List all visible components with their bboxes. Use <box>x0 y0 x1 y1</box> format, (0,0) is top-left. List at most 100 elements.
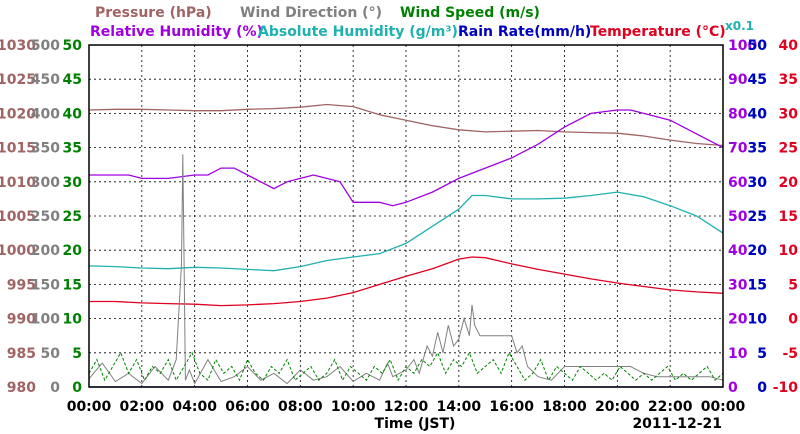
tick-label-temp: 35 <box>779 72 798 88</box>
series-line-abs_hum <box>88 191 724 272</box>
x-tick-label: 16:00 <box>489 399 534 415</box>
tick-label-rain: 40 <box>748 106 768 122</box>
tick-label-wind_dir: 150 <box>31 277 60 293</box>
tick-label-wind_dir: 500 <box>31 38 60 54</box>
series-line-temp <box>89 256 724 307</box>
tick-label-temp: 0 <box>788 312 798 328</box>
tick-label-temp: 15 <box>779 209 798 225</box>
x-tick-label: 18:00 <box>542 399 587 415</box>
x-tick-label: 22:00 <box>648 399 693 415</box>
tick-label-wind_speed: 10 <box>63 312 83 328</box>
x-tick-labels: 00:00 02:00 04:00 06:00 08:00 10:00 12:00 14:00… <box>67 399 746 415</box>
tick-label-rain: 30 <box>748 175 768 191</box>
tick-label-wind_speed: 0 <box>72 380 82 396</box>
tick-label-abs_hum: 50 <box>748 38 768 54</box>
tick-label-wind_dir: 50 <box>41 346 61 362</box>
x-axis-label: Time (JST) <box>375 416 456 432</box>
tick-label-wind_dir: 450 <box>31 72 60 88</box>
tick-label-pressure: 1000 <box>0 243 36 259</box>
tick-label-abs_hum: 35 <box>748 141 767 157</box>
legend-bottom: Relative Humidity (%) Absolute Humidity … <box>90 19 754 40</box>
tick-label-rel_hum: 60 <box>728 175 748 191</box>
tick-label-wind_dir: 0 <box>50 380 60 396</box>
tick-label-wind_speed: 5 <box>72 346 82 362</box>
grid <box>89 45 723 387</box>
legend-wind-speed: Wind Speed (m/s) <box>400 5 540 21</box>
tick-label-abs_hum: 15 <box>748 277 767 293</box>
x-tick-label: 06:00 <box>225 399 270 415</box>
tick-label-wind_speed: 25 <box>63 209 82 225</box>
x-tick-label: 04:00 <box>172 399 217 415</box>
tick-label-pressure: 1020 <box>0 106 36 122</box>
tick-label-rain: 50 <box>748 38 768 54</box>
tick-label-temp: 10 <box>779 243 799 259</box>
tick-label-rel_hum: 70 <box>728 141 748 157</box>
x-tick-label: 12:00 <box>384 399 429 415</box>
tick-label-rain: 25 <box>748 209 767 225</box>
tick-label-rain: 0 <box>757 380 767 396</box>
tick-label-abs_hum: 10 <box>748 312 768 328</box>
legend-rain-rate: Rain Rate(mm/h) <box>458 24 591 40</box>
tick-label-temp: 40 <box>779 38 799 54</box>
tick-label-wind_speed: 50 <box>63 38 83 54</box>
tick-label-pressure: 990 <box>7 312 36 328</box>
tick-label-rel_hum: 100 <box>728 38 757 54</box>
tick-label-rain: 35 <box>748 141 767 157</box>
tick-label-rain: 10 <box>748 312 768 328</box>
tick-label-wind_dir: 300 <box>31 175 60 191</box>
tick-label-temp: 20 <box>779 175 799 191</box>
tick-label-rain: 15 <box>748 277 767 293</box>
legend-wind-direction: Wind Direction (°) <box>240 5 382 21</box>
tick-label-rel_hum: 90 <box>728 72 748 88</box>
tick-label-abs_hum: 20 <box>748 243 768 259</box>
tick-label-pressure: 980 <box>7 380 36 396</box>
tick-label-temp: 30 <box>779 106 799 122</box>
tick-label-pressure: 1030 <box>0 38 36 54</box>
abs-humidity-scale-note: x0.1 <box>725 19 754 33</box>
tick-label-abs_hum: 30 <box>748 175 768 191</box>
tick-label-rain: 5 <box>757 346 767 362</box>
tick-label-rel_hum: 10 <box>728 346 748 362</box>
tick-label-abs_hum: 0 <box>757 380 767 396</box>
x-tick-label: 02:00 <box>120 399 165 415</box>
series-line-rel_hum <box>89 109 724 207</box>
tick-label-wind_speed: 20 <box>63 243 83 259</box>
legend-top: Pressure (hPa) Wind Direction (°) Wind S… <box>95 5 540 21</box>
tick-label-wind_speed: 40 <box>63 106 83 122</box>
series-line-pressure <box>88 103 724 147</box>
series-line-wind_dir <box>88 154 724 385</box>
tick-label-wind_dir: 350 <box>31 141 60 157</box>
axes: 1030102510201015101010051000995990985980… <box>0 38 798 396</box>
tick-label-wind_dir: 100 <box>31 312 60 328</box>
x-tick-label: 20:00 <box>595 399 640 415</box>
tick-label-wind_speed: 30 <box>63 175 83 191</box>
tick-label-rel_hum: 20 <box>728 312 748 328</box>
tick-label-abs_hum: 40 <box>748 106 768 122</box>
legend-relative-humidity: Relative Humidity (%) <box>90 24 263 40</box>
series-line-wind_speed <box>88 351 724 382</box>
date-label: 2011-12-21 <box>632 416 722 432</box>
x-tick-label: 00:00 <box>701 399 746 415</box>
legend-pressure: Pressure (hPa) <box>95 5 212 21</box>
tick-label-temp: 25 <box>779 141 798 157</box>
x-tick-label: 00:00 <box>67 399 112 415</box>
tick-label-abs_hum: 5 <box>757 346 767 362</box>
x-tick-label: 14:00 <box>437 399 482 415</box>
tick-label-rel_hum: 0 <box>728 380 738 396</box>
tick-label-rel_hum: 30 <box>728 277 748 293</box>
tick-label-rain: 20 <box>748 243 768 259</box>
x-tick-label: 08:00 <box>278 399 323 415</box>
x-tick-label: 10:00 <box>331 399 376 415</box>
tick-label-pressure: 1005 <box>0 209 36 225</box>
tick-label-abs_hum: 25 <box>748 209 767 225</box>
tick-label-wind_speed: 15 <box>63 277 82 293</box>
tick-label-pressure: 1010 <box>0 175 36 191</box>
tick-label-rel_hum: 80 <box>728 106 748 122</box>
tick-label-abs_hum: 45 <box>748 72 767 88</box>
tick-label-temp: -5 <box>782 346 798 362</box>
tick-label-pressure: 1015 <box>0 141 36 157</box>
tick-label-rel_hum: 50 <box>728 209 748 225</box>
tick-label-wind_dir: 200 <box>31 243 60 259</box>
legend-temperature: Temperature (°C) <box>590 24 726 40</box>
